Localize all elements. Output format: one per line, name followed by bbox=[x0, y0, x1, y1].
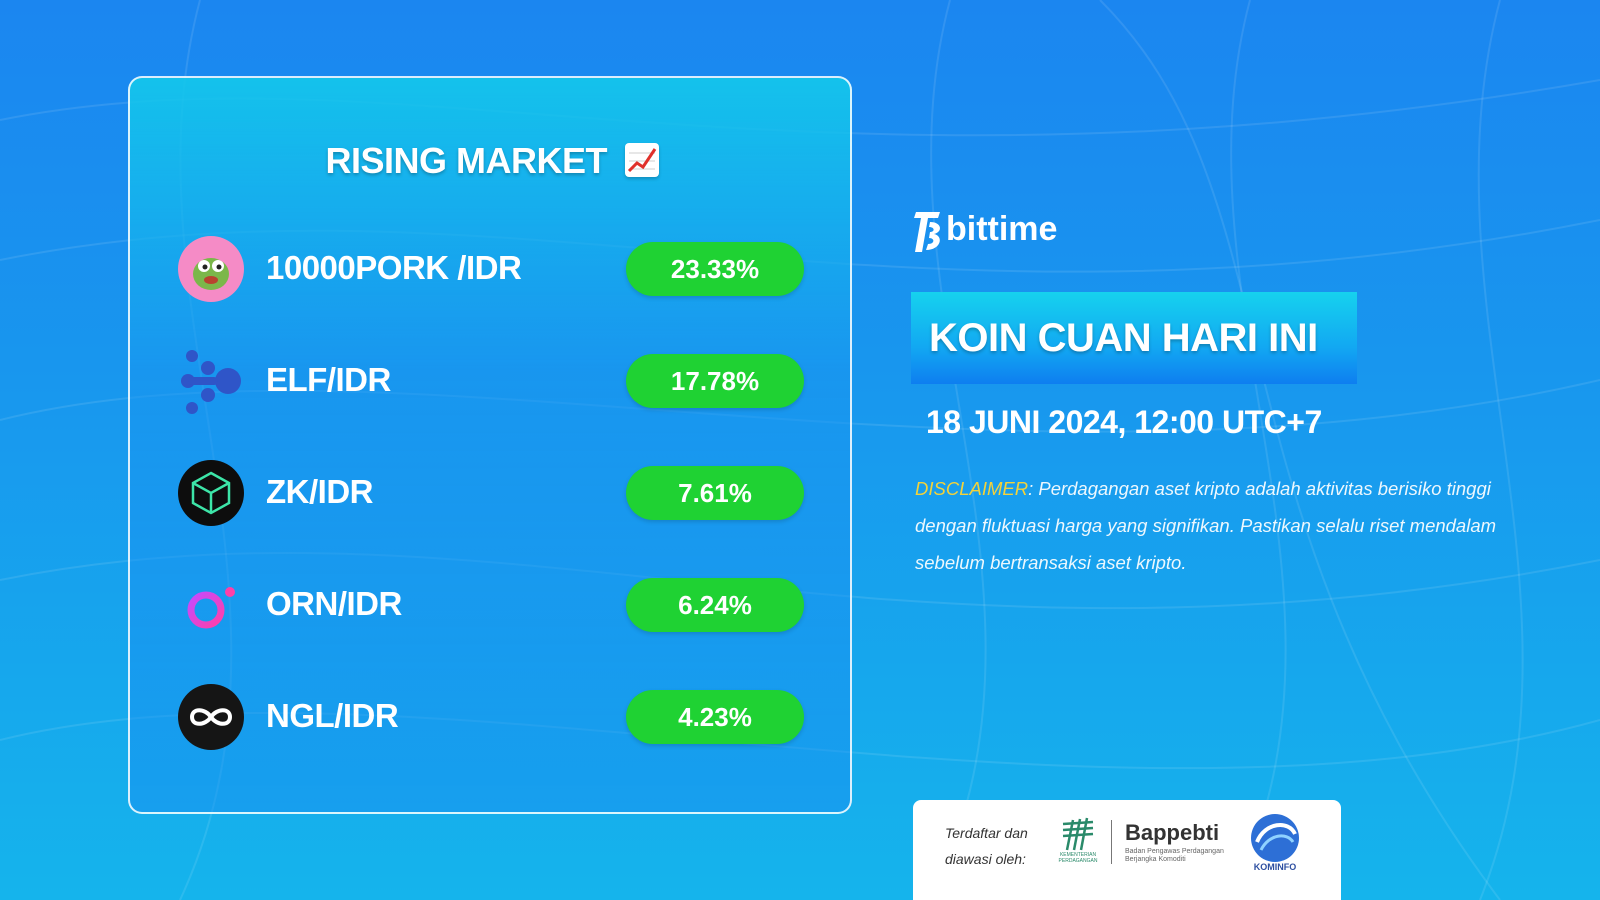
rising-market-card: RISING MARKET 10000PORK /IDR 23.33% bbox=[128, 76, 852, 814]
headline-banner: KOIN CUAN HARI INI bbox=[911, 292, 1357, 384]
pair-label: ZK/IDR bbox=[266, 473, 374, 510]
date-time: 18 JUNI 2024, 12:00 UTC+7 bbox=[926, 404, 1322, 440]
pair-label: ORN/IDR bbox=[266, 585, 402, 622]
change-pill: 4.23% bbox=[626, 690, 804, 744]
card-title-wrap: RISING MARKET bbox=[130, 140, 854, 182]
bittime-logo-icon bbox=[914, 212, 940, 252]
disclaimer-text-block: DISCLAIMER: Perdagangan aset kripto adal… bbox=[915, 470, 1515, 581]
regulator-box: Terdaftar dan diawasi oleh: KEMENTERIAN … bbox=[913, 800, 1341, 900]
regulator-divider bbox=[1111, 820, 1112, 864]
market-row[interactable]: 10000PORK /IDR 23.33% bbox=[178, 236, 808, 302]
change-pill: 17.78% bbox=[626, 354, 804, 408]
market-row[interactable]: ORN/IDR 6.24% bbox=[178, 572, 808, 638]
kominfo-logo-icon bbox=[1251, 814, 1299, 862]
bappebti-subtitle: Badan Pengawas Perdagangan Berjangka Kom… bbox=[1125, 848, 1224, 863]
kominfo-label: KOMINFO bbox=[1253, 862, 1297, 872]
market-row[interactable]: ZK/IDR 7.61% bbox=[178, 460, 808, 526]
chart-increasing-icon bbox=[624, 143, 659, 177]
kemendag-label: KEMENTERIAN PERDAGANGAN bbox=[1058, 852, 1098, 864]
pair-label: ELF/IDR bbox=[266, 361, 391, 398]
regulator-text: Terdaftar dan diawasi oleh: bbox=[945, 825, 1028, 867]
ngl-icon bbox=[178, 684, 244, 750]
pork-icon bbox=[178, 236, 244, 302]
brand-name: bittime bbox=[946, 210, 1058, 248]
card-title: RISING MARKET bbox=[325, 140, 607, 181]
headline-title: KOIN CUAN HARI INI bbox=[929, 316, 1318, 360]
disclaimer-label: DISCLAIMER bbox=[915, 478, 1029, 499]
pair-label: 10000PORK /IDR bbox=[266, 249, 522, 286]
pair-label: NGL/IDR bbox=[266, 697, 399, 734]
change-pill: 7.61% bbox=[626, 466, 804, 520]
market-row[interactable]: NGL/IDR 4.23% bbox=[178, 684, 808, 750]
elf-icon bbox=[181, 350, 241, 414]
disclaimer-body: : Perdagangan aset kripto adalah aktivit… bbox=[915, 478, 1497, 573]
bappebti-logo-text: Bappebti bbox=[1125, 820, 1220, 845]
orn-icon bbox=[187, 587, 235, 629]
change-pill: 23.33% bbox=[626, 242, 804, 296]
change-pill: 6.24% bbox=[626, 578, 804, 632]
zk-icon bbox=[178, 460, 244, 526]
market-row[interactable]: ELF/IDR 17.78% bbox=[178, 348, 808, 414]
kemendag-logo-icon bbox=[1062, 817, 1094, 851]
